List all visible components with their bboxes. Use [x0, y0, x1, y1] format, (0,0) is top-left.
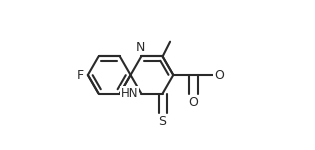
Text: N: N — [136, 40, 145, 54]
Text: O: O — [214, 69, 224, 81]
Text: HN: HN — [121, 87, 139, 100]
Text: S: S — [159, 115, 167, 128]
Text: O: O — [189, 96, 198, 110]
Text: F: F — [77, 69, 84, 81]
